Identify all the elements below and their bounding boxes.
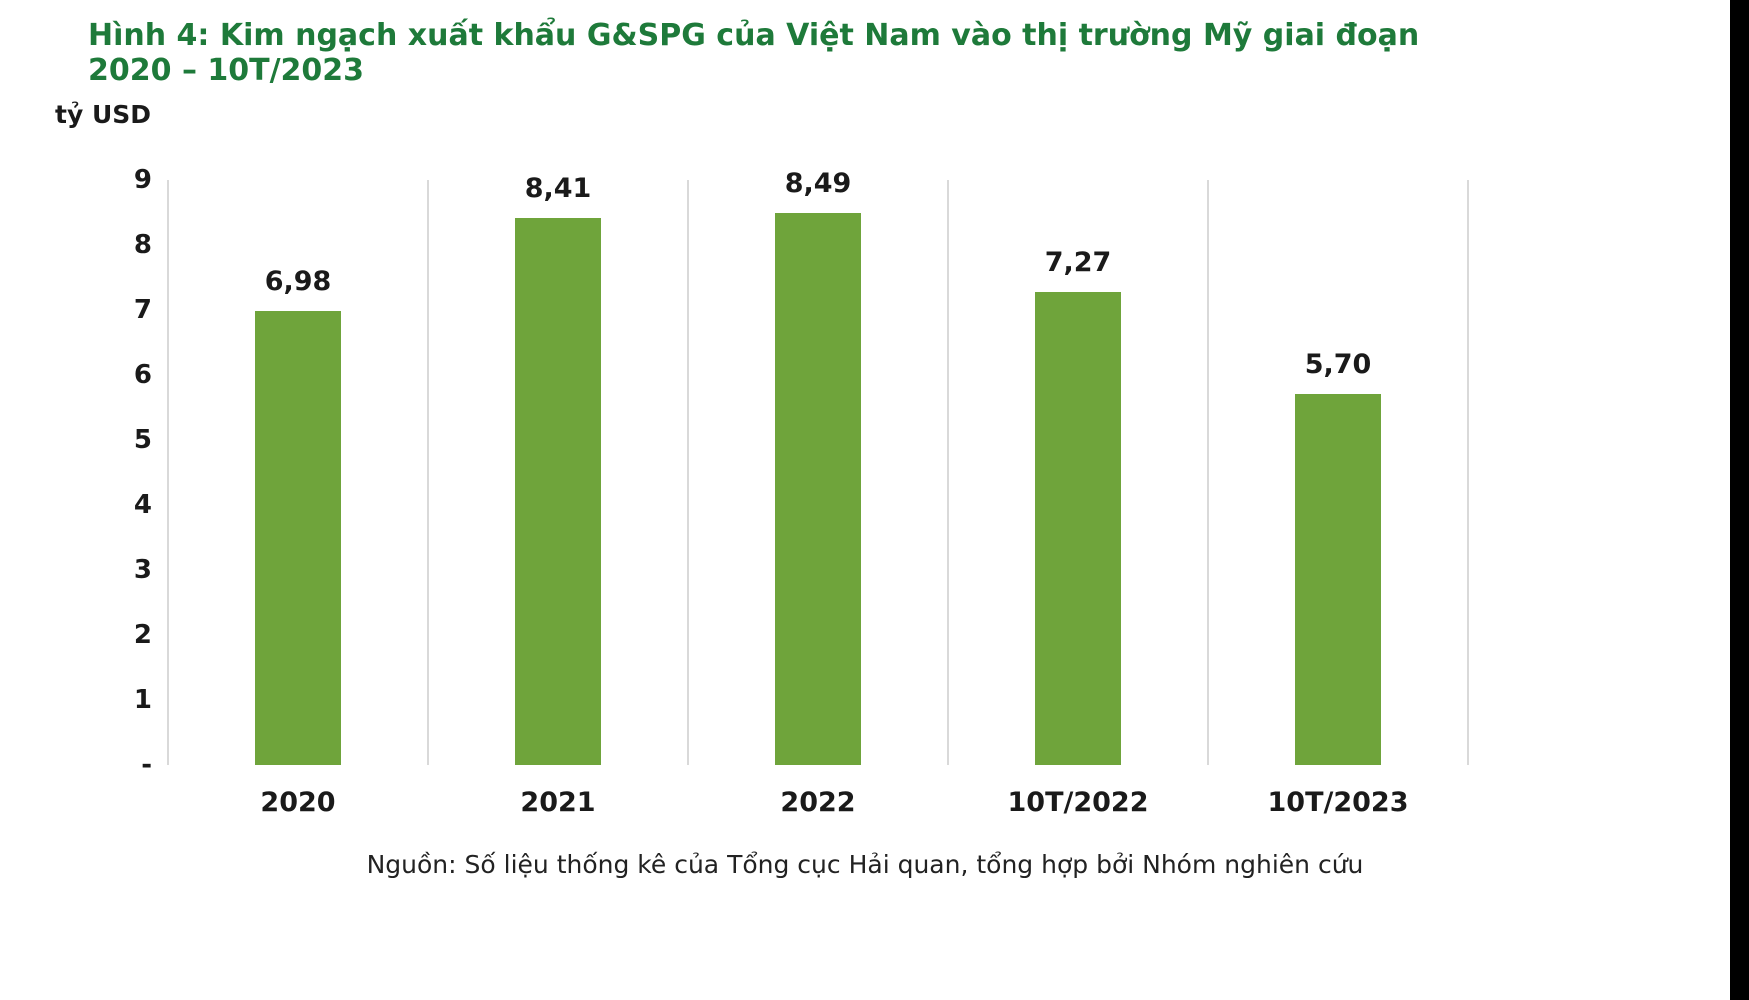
bar-value-label: 5,70: [1304, 349, 1372, 380]
x-axis-label: 10T/2023: [1267, 787, 1409, 818]
gridline: [427, 180, 429, 765]
gridline: [1207, 180, 1209, 765]
bar: [515, 218, 601, 765]
y-axis-tick: 5: [133, 425, 152, 455]
y-axis-unit-label: tỷ USD: [55, 100, 152, 129]
y-axis-tick: 8: [133, 230, 152, 260]
y-axis-tick: 2: [133, 620, 152, 650]
bar-value-label: 6,98: [264, 266, 332, 297]
y-axis-tick: 9: [133, 165, 152, 195]
source-note: Nguồn: Số liệu thống kê của Tổng cục Hải…: [366, 850, 1364, 879]
bar-value-label: 7,27: [1044, 247, 1112, 278]
y-axis: 9 8 7 6 5 4 3 2 1 -: [0, 165, 152, 780]
bar-value-label: 8,41: [524, 173, 592, 204]
x-axis-label: 2021: [520, 787, 596, 818]
x-axis-label: 2020: [260, 787, 336, 818]
plot-area: 6,98 2020 8,41 2021 8,49 2022 7,27 10T/2022 5,70…: [167, 168, 1469, 818]
scan-black-edge: [1730, 0, 1749, 1000]
x-axis-label: 2022: [780, 787, 856, 818]
gridline: [1467, 180, 1469, 765]
y-axis-tick: 6: [133, 360, 152, 390]
gridline: [167, 180, 169, 765]
bar: [255, 311, 341, 765]
y-axis-tick: -: [141, 750, 152, 780]
chart-title: Hình 4: Kim ngạch xuất khẩu G&SPG của Vi…: [88, 18, 1420, 88]
bar: [775, 213, 861, 765]
bar: [1295, 394, 1381, 765]
x-axis-label: 10T/2022: [1007, 787, 1149, 818]
gridline: [947, 180, 949, 765]
gridline: [687, 180, 689, 765]
bar-value-label: 8,49: [784, 168, 852, 199]
y-axis-tick: 7: [133, 295, 152, 325]
y-axis-tick: 1: [133, 685, 152, 715]
bar: [1035, 292, 1121, 765]
y-axis-tick: 3: [133, 555, 152, 585]
y-axis-tick: 4: [133, 490, 152, 520]
